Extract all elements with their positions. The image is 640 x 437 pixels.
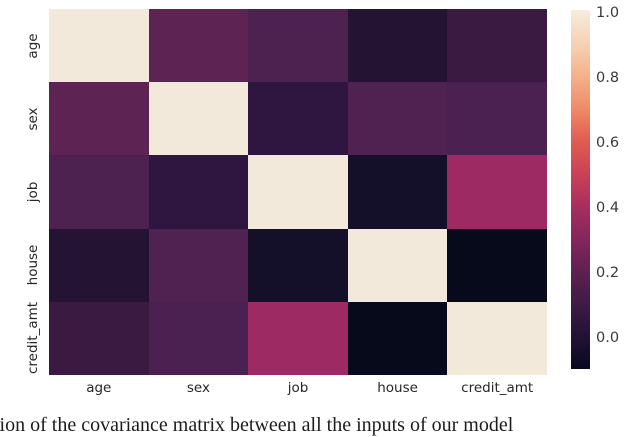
heatmap-cell-job-house [347, 155, 448, 229]
colorbar-tick-1.0: 1.0 [596, 5, 620, 21]
heatmap-cell-credit_amt-job [248, 301, 348, 375]
heatmap-cell-sex-house [347, 82, 448, 156]
heatmap-cell-sex-job [248, 82, 348, 156]
colorbar-tick-0.8: 0.8 [596, 70, 620, 86]
heatmap-cell-credit_amt-sex [148, 301, 249, 375]
y-tick-label-sex: sex [25, 107, 41, 131]
x-tick-label-sex: sex [186, 380, 210, 396]
heatmap-cell-house-house [347, 228, 448, 302]
heatmap-cell-house-job [248, 228, 348, 302]
heatmap-cell-house-age [49, 228, 149, 302]
correlation-heatmap-figure: age sex job house credit_amt age sex job house c… [0, 5, 620, 436]
heatmap-cell-age-sex [148, 9, 249, 83]
heatmap-grid [49, 9, 547, 375]
heatmap-cell-sex-sex [148, 82, 249, 156]
x-tick-label-job: job [287, 380, 309, 396]
colorbar-tick-0.6: 0.6 [596, 135, 620, 151]
heatmap-cell-house-sex [148, 228, 249, 302]
heatmap-cell-credit_amt-credit_amt [447, 301, 547, 375]
x-tick-label-age: age [86, 380, 112, 396]
heatmap-cell-job-age [49, 155, 149, 229]
heatmap-cell-age-house [347, 9, 448, 83]
x-tick-label-house: house [377, 380, 418, 396]
colorbar-tick-0.0: 0.0 [596, 330, 620, 346]
y-tick-label-job: job [25, 181, 41, 203]
x-axis-tick-labels: age sex job house credit_amt [49, 378, 547, 398]
heatmap-cell-job-sex [148, 155, 249, 229]
colorbar-tick-0.2: 0.2 [596, 265, 620, 281]
heatmap-cell-job-credit_amt [447, 155, 547, 229]
y-tick-label-credit_amt: credit_amt [25, 302, 41, 375]
heatmap-cell-sex-credit_amt [447, 82, 547, 156]
x-tick-label-credit_amt: credit_amt [461, 380, 534, 396]
heatmap-cell-sex-age [49, 82, 149, 156]
heatmap-cell-age-age [49, 9, 149, 83]
heatmap-cell-house-credit_amt [447, 228, 547, 302]
heatmap-cell-credit_amt-age [49, 301, 149, 375]
heatmap-cell-age-credit_amt [447, 9, 547, 83]
heatmap-cell-credit_amt-house [347, 301, 448, 375]
colorbar-gradient [571, 10, 590, 369]
figure-caption: tion of the covariance matrix between al… [0, 414, 514, 436]
colorbar-tick-0.4: 0.4 [596, 200, 620, 216]
y-tick-label-house: house [25, 244, 41, 286]
heatmap-cell-age-job [248, 9, 348, 83]
y-tick-label-age: age [25, 33, 41, 59]
heatmap-cell-job-job [248, 155, 348, 229]
